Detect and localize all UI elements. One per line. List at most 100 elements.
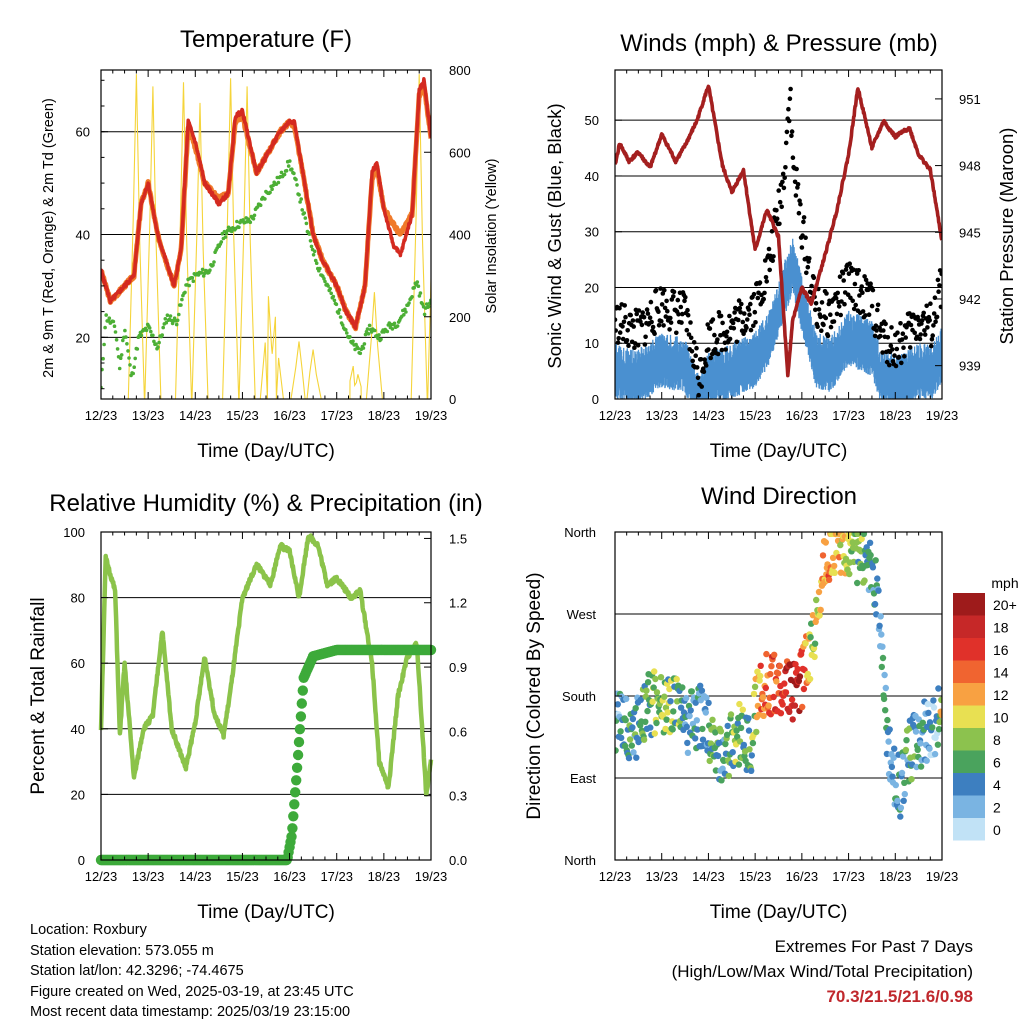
direction-point — [819, 552, 827, 559]
direction-point — [757, 672, 764, 680]
gust-point — [647, 315, 653, 321]
colorbar-label: 6 — [993, 755, 1001, 771]
direction-point — [653, 689, 661, 696]
precip-point — [290, 787, 301, 798]
plot-area — [615, 532, 942, 820]
dewpoint-point — [300, 208, 305, 212]
dewpoint-point — [164, 320, 169, 325]
gust-point — [777, 199, 783, 205]
direction-point — [703, 694, 710, 701]
series-sonic-wind — [615, 238, 942, 399]
dewpoint-point — [312, 249, 317, 254]
direction-point — [622, 716, 629, 724]
colorbar-swatch — [953, 750, 985, 773]
dewpoint-point — [390, 327, 395, 331]
direction-point — [871, 600, 879, 608]
x-axis-label: Time (Day/UTC) — [197, 902, 335, 923]
precip-point — [296, 698, 307, 709]
direction-point — [623, 695, 630, 703]
gust-point — [620, 336, 626, 342]
dewpoint-point — [336, 311, 341, 315]
gust-point — [866, 312, 872, 318]
gust-point — [723, 347, 728, 352]
elevation-text: Station elevation: 573.055 m — [30, 942, 214, 959]
gust-point — [762, 290, 767, 296]
dewpoint-point — [367, 323, 372, 328]
gust-point — [679, 320, 684, 325]
dewpoint-point — [156, 345, 160, 349]
gust-point — [850, 298, 855, 304]
y-tick-label: 0 — [592, 392, 599, 407]
direction-point — [923, 757, 930, 764]
dewpoint-point — [304, 221, 309, 226]
direction-point — [875, 587, 882, 594]
gust-point — [907, 311, 912, 316]
gust-point — [804, 270, 809, 276]
gust-point — [621, 319, 627, 325]
dewpoint-point — [323, 279, 327, 284]
gust-point — [645, 311, 651, 316]
gust-point — [927, 318, 932, 323]
dewpoint-point — [177, 312, 181, 317]
dewpoint-point — [284, 168, 289, 173]
gust-point — [747, 312, 752, 318]
direction-point — [745, 727, 753, 734]
gust-point — [689, 349, 695, 354]
gust-point — [837, 274, 843, 280]
gust-point — [852, 281, 858, 287]
direction-point — [625, 754, 633, 762]
y-tick-label: 0 — [78, 853, 85, 868]
direction-point — [878, 663, 885, 671]
gust-point — [748, 301, 753, 307]
y-axis-label: Direction (Colored By Speed) — [524, 572, 545, 819]
colorbar-label: 12 — [993, 687, 1009, 703]
gust-point — [860, 290, 865, 296]
direction-point — [806, 675, 814, 683]
gust-point — [682, 298, 687, 304]
gust-point — [811, 275, 817, 281]
dewpoint-point — [229, 229, 234, 234]
gust-point — [788, 86, 793, 92]
direction-point — [866, 539, 874, 546]
direction-point — [765, 702, 772, 709]
y-tick-label: 10 — [585, 336, 599, 351]
gust-point — [626, 343, 631, 349]
y2-tick-label: 939 — [959, 359, 981, 374]
plot-area — [101, 74, 431, 399]
dewpoint-point — [276, 180, 281, 185]
dewpoint-point — [160, 333, 164, 337]
gust-point — [937, 268, 942, 273]
dewpoint-point — [187, 283, 191, 288]
direction-point — [664, 709, 671, 716]
gust-point — [715, 337, 720, 342]
gust-point — [888, 343, 894, 349]
y2-tick-label: 200 — [449, 310, 471, 325]
gust-point — [671, 289, 677, 295]
y2-tick-label: 951 — [959, 92, 981, 107]
direction-point — [632, 705, 639, 712]
direction-point — [938, 696, 942, 704]
direction-point — [684, 749, 692, 756]
direction-point — [615, 701, 621, 708]
gust-point — [870, 287, 876, 293]
gust-point — [901, 345, 906, 351]
dewpoint-point — [282, 172, 287, 177]
direction-point — [914, 746, 921, 753]
gust-point — [683, 295, 688, 300]
gust-point — [753, 320, 758, 325]
x-tick-label: 14/23 — [692, 408, 725, 423]
gust-point — [770, 258, 775, 264]
colorbar-label: 8 — [993, 732, 1001, 748]
gust-point — [856, 268, 861, 273]
gust-point — [853, 302, 858, 308]
station-info: Location: Roxbury Station elevation: 573… — [30, 920, 354, 1023]
gust-point — [641, 314, 647, 320]
direction-point — [663, 716, 670, 723]
direction-point — [804, 670, 811, 678]
gust-point — [659, 318, 664, 324]
dewpoint-point — [420, 302, 425, 306]
dewpoint-point — [318, 266, 322, 271]
direction-point — [677, 704, 685, 711]
direction-point — [935, 685, 942, 692]
